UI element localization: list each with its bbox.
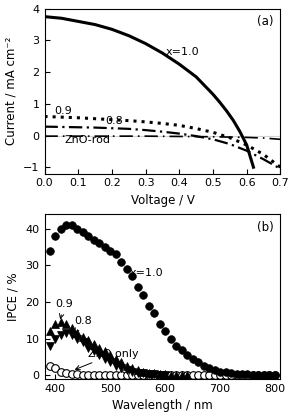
- Text: 0.8: 0.8: [74, 316, 92, 333]
- Text: x=1.0: x=1.0: [130, 268, 163, 278]
- Text: (b): (b): [257, 221, 273, 234]
- Y-axis label: Current / mA cm⁻²: Current / mA cm⁻²: [5, 37, 18, 145]
- Text: 0.9: 0.9: [55, 106, 72, 116]
- Text: x=1.0: x=1.0: [166, 47, 199, 57]
- X-axis label: Voltage / V: Voltage / V: [131, 194, 194, 207]
- X-axis label: Wavelength / nm: Wavelength / nm: [112, 399, 213, 412]
- Text: 0.8: 0.8: [105, 116, 123, 126]
- Text: 0.9: 0.9: [56, 299, 73, 318]
- Y-axis label: IPCE / %: IPCE / %: [7, 272, 20, 321]
- Text: (a): (a): [257, 15, 273, 28]
- Text: ZnO-rod: ZnO-rod: [65, 136, 111, 146]
- Text: ZnO only: ZnO only: [76, 349, 139, 370]
